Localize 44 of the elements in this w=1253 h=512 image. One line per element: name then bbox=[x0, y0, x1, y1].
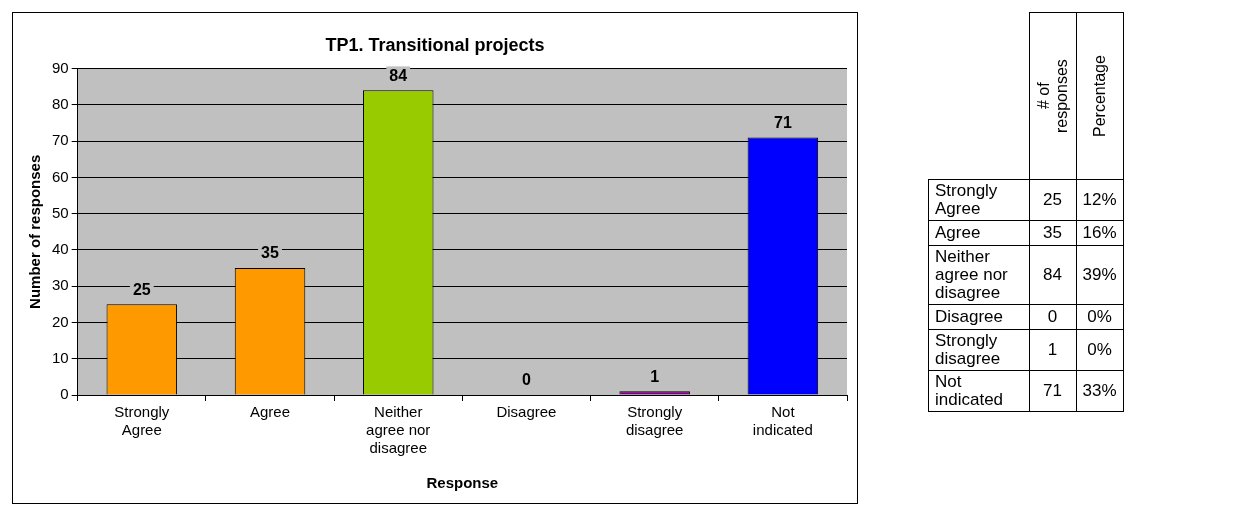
category-label: Strongly Agree bbox=[935, 181, 998, 218]
y-tick-label: 50 bbox=[52, 203, 69, 221]
text: 0% bbox=[1087, 307, 1112, 326]
text: 12% bbox=[1082, 190, 1117, 209]
data-label: 84 bbox=[389, 66, 408, 84]
x-axis-title: Response bbox=[426, 474, 499, 492]
y-tick-label: 0 bbox=[60, 385, 69, 403]
text: 25 bbox=[1043, 190, 1062, 209]
data-label: 0 bbox=[522, 371, 531, 389]
data-label: 35 bbox=[261, 244, 280, 262]
y-tick-label: 90 bbox=[52, 58, 69, 76]
data-label: 71 bbox=[773, 113, 792, 131]
y-axis-title: Number of responses bbox=[26, 154, 44, 309]
text: 33% bbox=[1082, 381, 1117, 400]
text: 71 bbox=[1043, 381, 1062, 400]
text: 35 bbox=[1043, 223, 1062, 242]
text: 16% bbox=[1082, 223, 1117, 242]
category-label: Disagree bbox=[935, 307, 1004, 326]
text: 1 bbox=[1047, 340, 1058, 359]
text: 39% bbox=[1082, 265, 1117, 284]
y-tick-label: 80 bbox=[52, 95, 69, 113]
y-tick-label: 30 bbox=[52, 276, 69, 294]
category-label: Percentage bbox=[1090, 55, 1109, 137]
x-tick-label: Neither agree nor disagree bbox=[366, 403, 431, 457]
data-label: 1 bbox=[650, 367, 660, 385]
x-tick-label: Disagree bbox=[496, 403, 557, 421]
chart-title: TP1. Transitional projects bbox=[325, 34, 545, 55]
x-tick-label: Agree bbox=[250, 403, 291, 421]
x-tick-label: Not indicated bbox=[752, 403, 813, 439]
y-tick-label: 60 bbox=[52, 167, 69, 185]
y-tick-label: 10 bbox=[52, 348, 69, 366]
y-tick-label: 70 bbox=[52, 131, 69, 149]
category-label: Agree bbox=[935, 223, 981, 242]
x-tick-label: Strongly Agree bbox=[114, 403, 170, 439]
data-label: 25 bbox=[132, 280, 151, 298]
category-label: Neither agree nor disagree bbox=[935, 247, 1008, 302]
text: 0% bbox=[1087, 340, 1112, 359]
text: 84 bbox=[1043, 265, 1062, 284]
text: 0 bbox=[1047, 307, 1058, 326]
category-label: Strongly disagree bbox=[935, 331, 1001, 368]
y-tick-label: 40 bbox=[52, 240, 69, 258]
y-tick-label: 20 bbox=[52, 312, 69, 330]
category-label: # of responses bbox=[1034, 59, 1071, 133]
x-tick-label: Strongly disagree bbox=[625, 403, 684, 439]
